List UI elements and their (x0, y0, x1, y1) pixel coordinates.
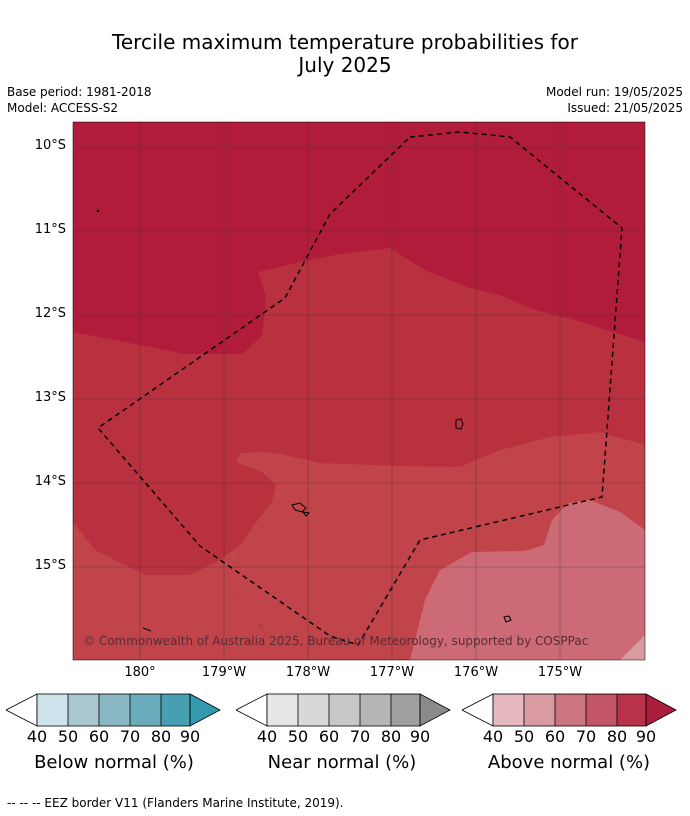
island-alofi (301, 511, 311, 517)
lon-label: 176°W (453, 665, 499, 680)
band-60 (410, 500, 645, 660)
colorbar-below-normal (6, 693, 221, 727)
eez-legend-note: -- -- -- EEZ border V11 (Flanders Marine… (7, 796, 344, 810)
colorbar-near-normal (236, 693, 451, 727)
tick: 80 (380, 727, 402, 746)
tick: 40 (26, 727, 48, 746)
meta-left: Base period: 1981-2018 Model: ACCESS-S2 (7, 84, 152, 116)
tick: 80 (150, 727, 172, 746)
model-run: Model run: 19/05/2025 (545, 85, 683, 99)
lat-label: 14°S (34, 474, 66, 489)
copyright-text: © Commonwealth of Australia 2025, Bureau… (83, 634, 588, 648)
tick: 60 (544, 727, 566, 746)
map-frame (72, 121, 646, 661)
eez-border (96, 131, 623, 646)
lat-label: 10°S (34, 138, 66, 153)
cbar-swatch (37, 694, 68, 726)
tick: 60 (318, 727, 340, 746)
lon-label: 180° (124, 665, 156, 680)
tick: 50 (513, 727, 535, 746)
cbar-swatch (360, 694, 391, 726)
cbar-arrow-low (6, 693, 38, 727)
island-dot (96, 209, 100, 213)
island-futuna (291, 502, 307, 513)
cbar-swatch (586, 694, 617, 726)
cbar-swatch (493, 694, 524, 726)
cbar-swatch (267, 694, 298, 726)
lon-label: 178°W (285, 665, 331, 680)
cbar-arrow-high (189, 693, 221, 727)
tick: 90 (635, 727, 657, 746)
tick: 60 (88, 727, 110, 746)
band-70-lowerleft (73, 522, 268, 660)
cbar-swatch (617, 694, 646, 726)
cbar-swatch (99, 694, 130, 726)
graticule (73, 122, 645, 660)
cbar-swatch (524, 694, 555, 726)
tick: 40 (256, 727, 278, 746)
title-line-2: July 2025 (298, 53, 392, 77)
lat-label: 15°S (34, 558, 66, 573)
cbar-swatch (298, 694, 329, 726)
issued-date: Issued: 21/05/2025 (567, 101, 683, 115)
island-small (503, 615, 512, 623)
cbar-arrow-high (645, 693, 677, 727)
island-reef (142, 627, 152, 632)
cbar-arrow-low (236, 693, 268, 727)
colorbar-label-above: Above normal (%) (487, 752, 651, 773)
tick: 50 (287, 727, 309, 746)
band-50 (620, 635, 645, 660)
probability-map: © Commonwealth of Australia 2025, Bureau… (72, 121, 646, 661)
cbar-swatch (130, 694, 161, 726)
tick: 80 (606, 727, 628, 746)
meta-right: Model run: 19/05/2025 Issued: 21/05/2025 (546, 84, 683, 116)
tick: 70 (575, 727, 597, 746)
islands (96, 209, 512, 632)
lon-label: 177°W (369, 665, 415, 680)
cbar-swatch (391, 694, 420, 726)
island-wallis (455, 418, 464, 430)
title-line-1: Tercile maximum temperature probabilitie… (112, 30, 578, 54)
lon-label: 175°W (537, 665, 583, 680)
model-name: Model: ACCESS-S2 (7, 101, 119, 115)
cbar-swatch (329, 694, 360, 726)
tick: 90 (409, 727, 431, 746)
tick: 70 (119, 727, 141, 746)
lon-label: 179°W (201, 665, 247, 680)
lat-label: 11°S (34, 222, 66, 237)
chart-title: Tercile maximum temperature probabilitie… (0, 31, 690, 77)
colorbar-label-near: Near normal (%) (267, 752, 417, 773)
colorbar-label-below: Below normal (%) (34, 752, 194, 773)
tick: 50 (57, 727, 79, 746)
cbar-swatch (161, 694, 190, 726)
cbar-arrow-low (462, 693, 494, 727)
cbar-swatch (555, 694, 586, 726)
lat-label: 13°S (34, 390, 66, 405)
cbar-swatch (68, 694, 99, 726)
tick: 40 (482, 727, 504, 746)
colorbar-above-normal (462, 693, 677, 727)
tick: 70 (349, 727, 371, 746)
base-period: Base period: 1981-2018 (7, 85, 152, 99)
lat-label: 12°S (34, 306, 66, 321)
tick: 90 (179, 727, 201, 746)
cbar-arrow-high (419, 693, 451, 727)
